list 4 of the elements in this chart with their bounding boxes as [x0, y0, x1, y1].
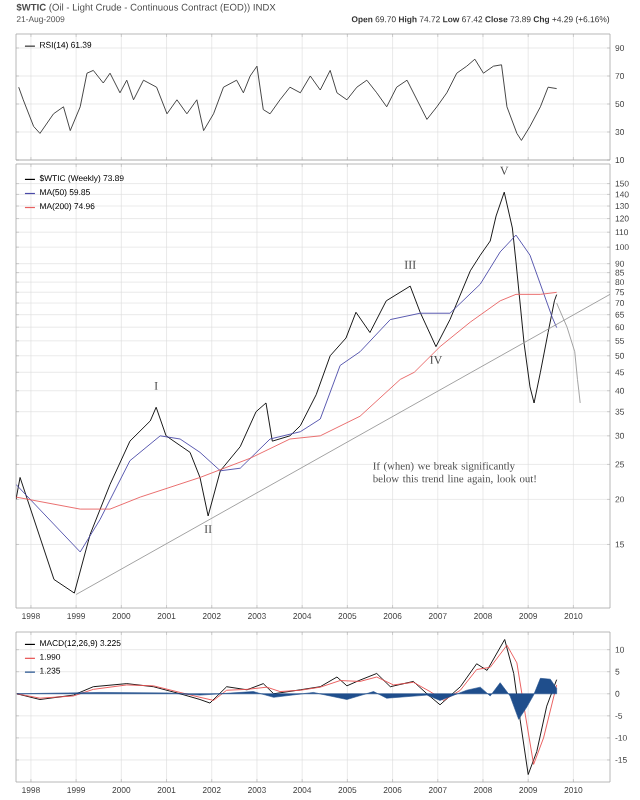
- line-series: [556, 302, 581, 404]
- line-series: [16, 234, 558, 553]
- line-series: [16, 191, 558, 594]
- line-series: [16, 291, 558, 510]
